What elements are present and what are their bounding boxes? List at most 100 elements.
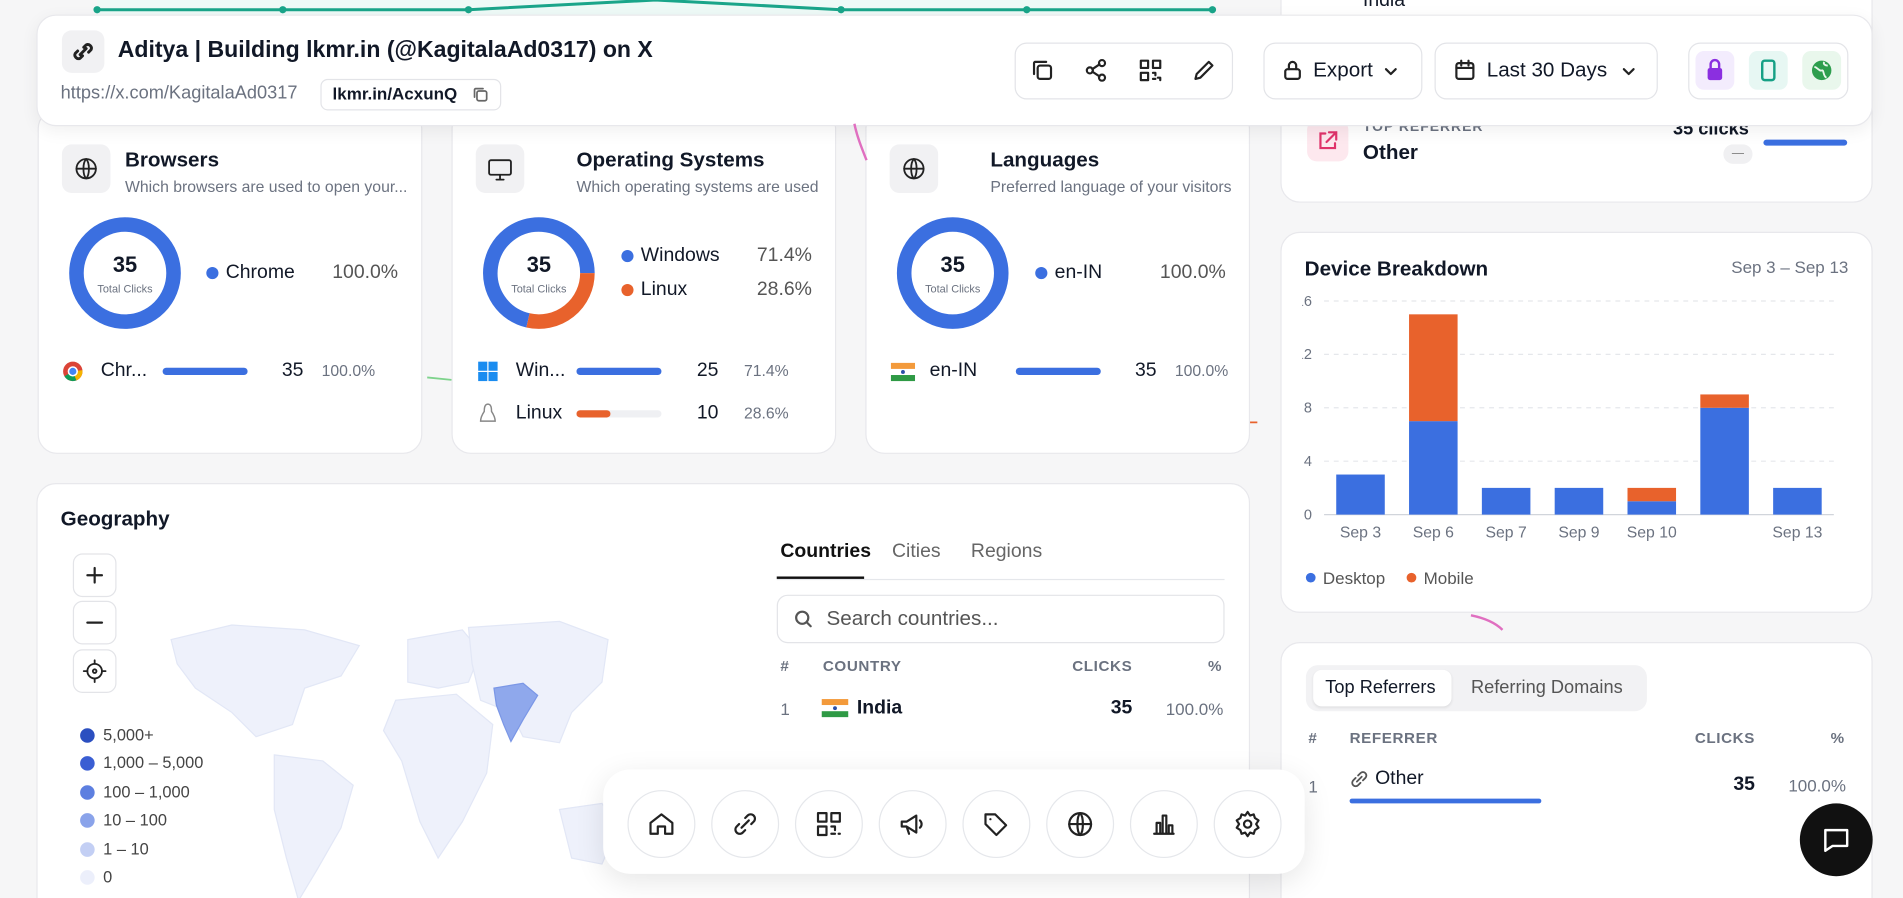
zoom-in[interactable] [72, 553, 117, 598]
search-input[interactable]: Search countries... [776, 594, 1225, 644]
legend-label: 10 – 100 [103, 810, 167, 830]
donut [69, 217, 181, 329]
row-icon [477, 403, 501, 425]
bottom-nav [603, 769, 1305, 874]
legend-label: Mobile [1423, 567, 1474, 588]
nav-analytics[interactable] [1129, 790, 1198, 859]
tab[interactable]: Regions [970, 541, 1043, 562]
bar [1554, 487, 1604, 515]
share: 100.0% [1788, 775, 1846, 795]
short-link[interactable]: lkmr.in/AcxunQ [320, 78, 502, 111]
donut-segment [526, 272, 595, 329]
nav-links[interactable] [711, 790, 780, 859]
active-tab[interactable] [1313, 669, 1452, 707]
nav-home[interactable] [627, 790, 696, 859]
x-tick-label: Sep 13 [1772, 525, 1822, 542]
tabs: Top Referrers Referring Domains [1305, 665, 1647, 712]
row-share: 100.0% [321, 361, 376, 380]
bar [1336, 474, 1385, 515]
row-clicks: 25 [696, 360, 719, 382]
device-toggle[interactable] [1748, 50, 1788, 90]
card-subtitle: Preferred language of your visitors [990, 177, 1232, 196]
column-header: % [1208, 657, 1223, 675]
card-subtitle: Which browsers are used to open your... [125, 177, 408, 196]
bar [162, 367, 248, 376]
bar [1481, 487, 1531, 515]
bar [1773, 487, 1822, 515]
nav-settings[interactable] [1213, 790, 1282, 859]
zoom-out[interactable] [72, 600, 117, 645]
link-title: Aditya | Building lkmr.in (@KagitalaAd03… [117, 37, 653, 64]
chart: 0 4 8 12 16 Sep 3 Sep 6 Sep 7 Sep 9 Sep 10 Sep 13 [1302, 294, 1834, 542]
short-link-text: lkmr.in/AcxunQ [332, 83, 458, 104]
x-tick-label: Sep 6 [1413, 525, 1454, 542]
recenter[interactable] [72, 649, 117, 693]
row-clicks: 10 [696, 402, 719, 424]
bar [1409, 421, 1458, 515]
x-tick-label: Sep 9 [1558, 525, 1599, 542]
donut [896, 217, 1009, 329]
lock-toggle[interactable] [1695, 50, 1735, 90]
column-header: % [1830, 729, 1845, 747]
bar-track [576, 410, 662, 418]
donut [483, 217, 595, 329]
column-header: COUNTRY [822, 657, 902, 675]
location: India [1362, 0, 1406, 11]
legend-label: 100 – 1,000 [103, 782, 190, 801]
tab[interactable]: Countries [780, 541, 872, 562]
tab[interactable]: Top Referrers [1325, 677, 1436, 698]
legend-share: 100.0% [1159, 262, 1226, 283]
nav-tags[interactable] [962, 790, 1031, 859]
tab-divider [776, 578, 1225, 581]
flag [821, 699, 849, 718]
bar [576, 367, 662, 376]
nav-domains[interactable] [1046, 790, 1115, 859]
x-tick-label: Sep 3 [1340, 525, 1381, 542]
top-card-value: Other [1362, 140, 1418, 164]
card-icon [475, 144, 525, 193]
legend-label: 1,000 – 5,000 [103, 754, 204, 773]
x-tick-label: Sep 7 [1486, 525, 1527, 542]
legend-swatch [80, 841, 95, 857]
world-map[interactable] [159, 615, 620, 898]
bar [1015, 367, 1101, 376]
nav-qr[interactable] [794, 790, 863, 859]
donut-total: 35 [940, 252, 965, 277]
nav-campaigns[interactable] [878, 790, 947, 859]
legend-label: 1 – 10 [103, 839, 149, 858]
legend-dot [1305, 572, 1316, 583]
donut-segment [896, 217, 1009, 329]
bar [1700, 394, 1749, 408]
donut-segment [69, 217, 181, 329]
chat-button[interactable] [1799, 803, 1873, 877]
column-header: CLICKS [1072, 657, 1133, 675]
donut-total-label: Total Clicks [925, 282, 981, 295]
geo-toggle[interactable] [1802, 50, 1842, 90]
y-tick-label: 4 [1304, 454, 1312, 470]
x-tick-label: Sep 10 [1627, 525, 1677, 542]
clicks: 35 [1733, 774, 1755, 795]
bar [1627, 501, 1677, 515]
legend-label: 5,000+ [103, 725, 154, 744]
row-icon [477, 360, 501, 382]
share: 100.0% [1165, 699, 1224, 719]
legend-swatch [80, 728, 95, 743]
card-icon [889, 144, 939, 193]
country-name: India [856, 697, 903, 719]
tab[interactable]: Referring Domains [1470, 677, 1623, 698]
link-icon [1351, 771, 1368, 788]
tab[interactable]: Cities [892, 541, 941, 562]
bar [1409, 314, 1458, 422]
row-icon [890, 360, 916, 382]
card-browsers: Browsers Which browsers are used to open … [37, 109, 423, 454]
legend-label: Desktop [1322, 567, 1386, 588]
dash: — [1723, 144, 1753, 164]
card-subtitle: Which operating systems are used [576, 177, 819, 196]
export-button[interactable]: Export [1263, 42, 1423, 100]
row-label: Linux [515, 402, 563, 424]
destination-url[interactable]: https://x.com/KagitalaAd0317 [60, 82, 298, 104]
column-header: # [1308, 729, 1318, 747]
date-range-button[interactable]: Last 30 Days [1434, 42, 1658, 100]
legend-dot [206, 267, 219, 280]
